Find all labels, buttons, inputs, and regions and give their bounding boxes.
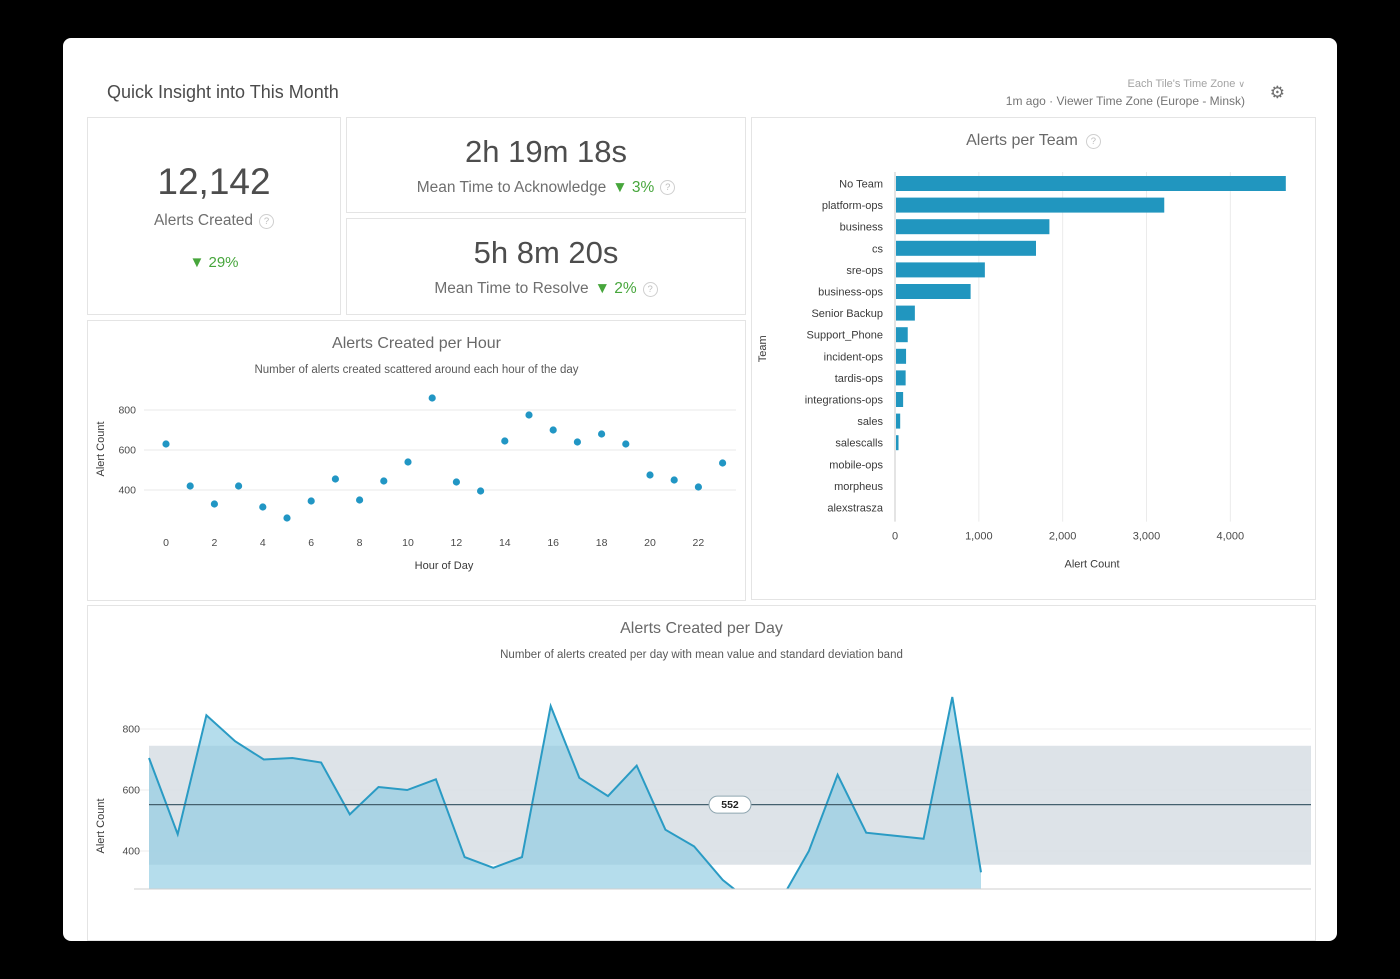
mtta-tile: 2h 19m 18s Mean Time to Acknowledge ▼ 3%… [346,117,746,213]
gear-icon[interactable]: ⚙ [1269,83,1285,102]
mttr-value: 5h 8m 20s [473,235,619,270]
svg-text:6: 6 [308,537,314,549]
svg-text:sre-ops: sre-ops [846,265,883,277]
svg-text:Alert Count: Alert Count [1064,559,1119,571]
svg-text:tardis-ops: tardis-ops [835,373,884,385]
mttr-tile: 5h 8m 20s Mean Time to Resolve ▼ 2% ? [346,218,746,315]
dashboard-card: Quick Insight into This Month Each Tile'… [63,38,1337,941]
mtta-delta: ▼ 3% [612,178,655,196]
svg-text:12: 12 [451,537,463,549]
svg-text:600: 600 [118,445,136,457]
svg-text:Senior Backup: Senior Backup [811,308,883,320]
viewer-timezone-status: 1m ago · Viewer Time Zone (Europe - Mins… [1005,94,1245,108]
alerts-created-value: 12,142 [157,161,271,202]
svg-text:integrations-ops: integrations-ops [805,395,884,407]
svg-text:cs: cs [872,243,884,255]
svg-text:Support_Phone: Support_Phone [807,330,883,342]
chevron-down-icon: ∨ [1238,79,1245,89]
svg-text:2,000: 2,000 [1049,531,1077,543]
svg-text:400: 400 [122,846,140,858]
tile-timezone-menu-label: Each Tile's Time Zone [1127,78,1236,90]
svg-text:sales: sales [857,416,883,428]
svg-text:14: 14 [499,537,511,549]
alerts-created-label: Alerts Created [153,212,254,229]
svg-text:mobile-ops: mobile-ops [829,459,883,471]
mttr-label: Mean Time to Resolve [434,280,589,297]
svg-text:1,000: 1,000 [965,531,993,543]
svg-text:552: 552 [721,799,739,811]
svg-text:800: 800 [118,405,136,417]
alerts-created-delta: ▼ 29% [189,254,239,271]
svg-text:platform-ops: platform-ops [822,200,884,212]
alerts-per-team-chart: 0 1,000 2,000 3,000 4,000 No Team platform-ops… [757,172,1286,571]
alerts-per-hour-tile: Alerts Created per Hour Number of alerts… [87,320,746,601]
svg-text:600: 600 [122,785,140,797]
svg-text:Team: Team [757,335,769,362]
svg-text:Alert Count: Alert Count [95,421,107,476]
tile-timezone-menu[interactable]: Each Tile's Time Zone ∨ [1006,78,1245,90]
svg-text:8: 8 [357,537,363,549]
help-icon[interactable]: ? [259,213,275,229]
header-right: Each Tile's Time Zone ∨ 1m ago · Viewer T… [1006,78,1245,108]
svg-text:morpheus: morpheus [834,481,883,493]
svg-text:Alert Count: Alert Count [95,798,107,853]
svg-text:No Team: No Team [839,179,883,191]
alerts-per-hour-chart: 400 600 800 0 2 4 6 8 10 12 14 16 18 20 22 Hour of Day A… [95,394,736,572]
alerts-per-day-tile: Alerts Created per Day Number of alerts … [87,605,1316,941]
svg-text:0: 0 [892,531,898,543]
svg-text:Hour of Day: Hour of Day [415,560,474,572]
mttr-delta: ▼ 2% [594,280,637,297]
page-title: Quick Insight into This Month [107,82,339,102]
alerts-per-day-chart: 400 600 800 552 Alert Count [95,696,1311,890]
svg-text:alexstrasza: alexstrasza [827,503,884,515]
svg-text:22: 22 [693,537,705,549]
svg-text:800: 800 [122,724,140,736]
alerts-per-team-title: Alerts per Team [966,132,1078,149]
svg-text:20: 20 [644,537,656,549]
svg-text:18: 18 [596,537,608,549]
alerts-per-hour-title: Alerts Created per Hour [332,335,501,352]
svg-text:3,000: 3,000 [1133,531,1161,543]
svg-text:16: 16 [547,537,559,549]
svg-text:salescalls: salescalls [835,438,883,450]
svg-text:4: 4 [260,537,266,549]
svg-text:2: 2 [211,537,217,549]
svg-text:business-ops: business-ops [818,287,883,299]
alerts-created-tile: 12,142 Alerts Created ? ▼ 29% [87,117,341,315]
help-icon[interactable]: ? [660,180,676,195]
mtta-label: Mean Time to Acknowledge [416,178,607,196]
mtta-value: 2h 19m 18s [465,133,627,169]
svg-text:incident-ops: incident-ops [824,351,884,363]
svg-text:business: business [840,222,884,234]
alerts-per-team-tile: Alerts per Team ? 0 1,000 2,000 3,000 4,000 N… [751,117,1316,600]
help-icon[interactable]: ? [1085,133,1101,149]
alerts-per-day-title: Alerts Created per Day [620,620,783,637]
help-icon[interactable]: ? [642,281,658,297]
svg-text:0: 0 [163,537,169,549]
svg-text:10: 10 [402,537,414,549]
svg-text:400: 400 [118,485,136,497]
alerts-per-day-subtitle: Number of alerts created per day with me… [500,649,903,661]
alerts-per-hour-subtitle: Number of alerts created scattered aroun… [254,364,579,376]
svg-text:4,000: 4,000 [1217,531,1245,543]
